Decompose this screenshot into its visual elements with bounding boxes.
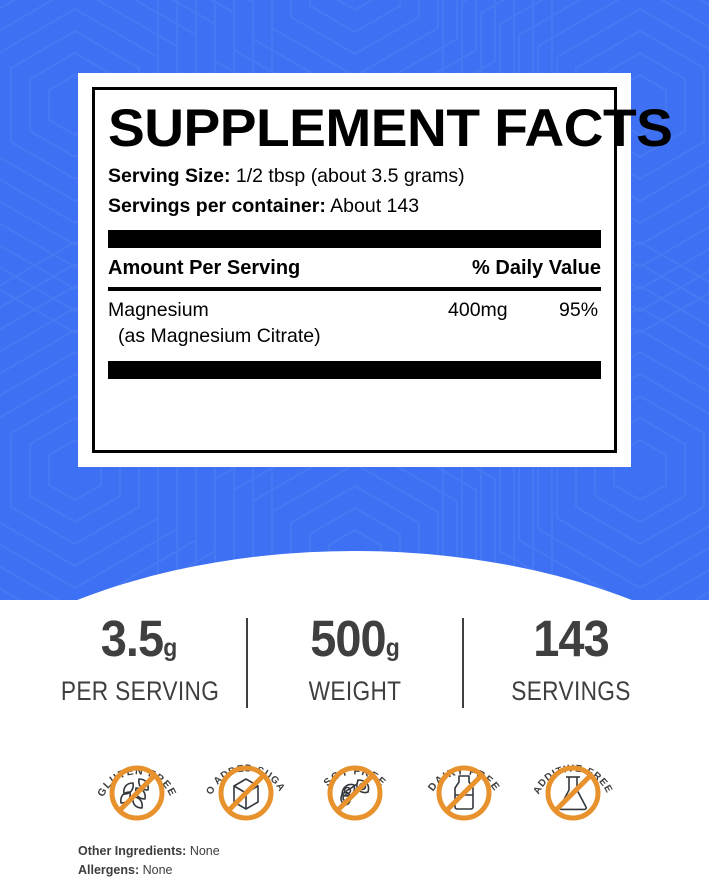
stat-unit: g (385, 634, 400, 662)
badge-additive-free: ADDITIVE FREE (527, 736, 619, 826)
other-ingredients-value: None (189, 844, 220, 858)
allergens-label: Allergens: (78, 863, 140, 877)
separator-bar-bottom (108, 361, 601, 379)
nutrient-source: (as Magnesium Citrate) (118, 325, 321, 347)
stat-unit: g (162, 634, 177, 662)
other-ingredients-row: Other Ingredients: None (78, 842, 220, 861)
serving-size-value: 1/2 tbsp (about 3.5 grams) (235, 165, 465, 187)
servings-per-container-row: Servings per container: About 143 (108, 191, 601, 221)
nutrient-name: Magnesium (108, 299, 209, 321)
stat-caption-weight: WEIGHT (308, 676, 401, 706)
badge-gluten-free: GLUTEN FREE (91, 736, 183, 826)
daily-value-header: % Daily Value (472, 257, 601, 279)
supplement-facts-border: SUPPLEMENT FACTS Serving Size: 1/2 tbsp … (92, 87, 673, 453)
stat-per-serving: 3.5g PER SERVING (46, 612, 232, 707)
allergens-value: None (142, 863, 173, 877)
stat-servings: 143 SERVINGS (478, 612, 664, 707)
stat-number: 500 (309, 610, 386, 667)
table-row: Magnesium (as Magnesium Citrate) 400mg 9… (108, 291, 601, 349)
other-ingredients-label: Other Ingredients: (78, 844, 187, 858)
flask-icon (545, 765, 600, 821)
stat-divider (461, 618, 464, 708)
serving-size-label: Serving Size: (108, 165, 231, 187)
stat-number: 3.5 (100, 610, 163, 667)
badge-no-added-sugar: NO ADDED SUGAR (200, 736, 292, 826)
supplement-facts-panel: SUPPLEMENT FACTS Serving Size: 1/2 tbsp … (78, 73, 673, 467)
badge-soy-free: SOY FREE (309, 736, 401, 826)
separator-bar-top (108, 230, 601, 248)
product-stats: 3.5g PER SERVING 500g WEIGHT 143 SERVING… (0, 612, 709, 717)
stat-value-servings: 143 (485, 612, 656, 675)
certification-badges: GLUTEN FREE NO ADDED SUGAR (0, 736, 709, 826)
stat-number: 143 (532, 610, 609, 667)
page-title: SUPPLEMENT FACTS (108, 99, 673, 158)
badge-dairy-free: DAIRY FREE (418, 736, 510, 826)
stat-divider (245, 618, 248, 708)
table-header-row: Amount Per Serving % Daily Value (108, 248, 601, 283)
stat-value-per-serving: 3.5g (53, 612, 224, 675)
servings-per-container-label: Servings per container: (108, 195, 326, 217)
servings-per-container-value: About 143 (330, 195, 420, 217)
separator-rule-medium (108, 287, 601, 291)
stat-caption-per-serving: PER SERVING (60, 676, 219, 706)
stat-weight: 500g WEIGHT (262, 612, 448, 707)
soybean-icon (327, 765, 382, 821)
stat-caption-servings: SERVINGS (510, 676, 631, 706)
serving-size-row: Serving Size: 1/2 tbsp (about 3.5 grams) (108, 161, 601, 191)
sugar-cube-icon (218, 765, 273, 821)
nutrient-amount: 400mg (448, 299, 508, 321)
footer-notes: Other Ingredients: None Allergens: None (78, 842, 220, 880)
allergens-row: Allergens: None (78, 861, 220, 880)
amount-per-serving-header: Amount Per Serving (108, 257, 301, 279)
nutrient-daily-value: 95% (559, 299, 599, 321)
wheat-icon (109, 765, 164, 821)
stat-value-weight: 500g (269, 612, 440, 675)
milk-bottle-icon (436, 765, 491, 821)
